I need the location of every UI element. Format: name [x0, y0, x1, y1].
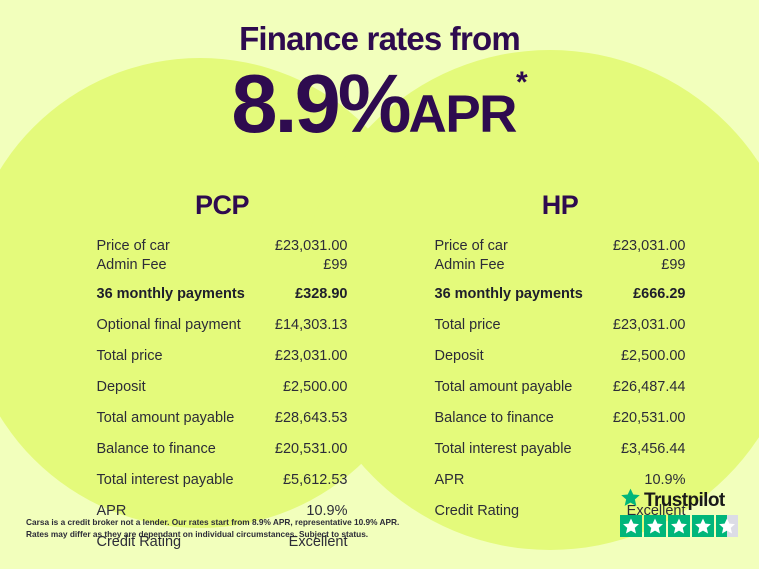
table-row: Price of car £23,031.00 [435, 237, 686, 256]
row-label: APR [434, 472, 465, 488]
row-value: £20,531.00 [274, 441, 348, 457]
rating-star-icon [620, 515, 642, 537]
row-label: Credit Rating [96, 534, 182, 550]
row-label: Total price [96, 348, 163, 364]
decorative-circle-right [300, 50, 759, 550]
row-value: £5,612.53 [282, 472, 348, 488]
rating-star-half-icon [716, 515, 738, 537]
hp-rows: Price of car £23,031.00 Admin Fee £99 36 mon… [435, 237, 686, 522]
row-value: £23,031.00 [612, 317, 686, 333]
row-value: £23,031.00 [274, 238, 348, 254]
table-row: APR 10.9% [435, 470, 686, 491]
rate-asterisk: * [515, 66, 528, 99]
row-label: Total interest payable [96, 472, 234, 488]
row-label: Deposit [434, 348, 484, 364]
row-value: Excellent [288, 534, 348, 550]
trustpilot-badge[interactable]: Trustpilot [620, 487, 742, 537]
pcp-rows: Price of car £23,031.00 Admin Fee £99 36 mon… [97, 237, 348, 553]
row-value: 10.9% [644, 472, 686, 488]
row-value: £3,456.44 [620, 441, 686, 457]
row-label: Balance to finance [96, 441, 216, 457]
trustpilot-rating-stars [620, 515, 742, 537]
row-value: £99 [323, 257, 348, 273]
table-row: Deposit £2,500.00 [435, 346, 686, 367]
trustpilot-name: Trustpilot [644, 489, 725, 511]
row-value: £28,643.53 [274, 410, 348, 426]
disclaimer-line-1: Carsa is a credit broker not a lender. O… [26, 517, 400, 527]
rating-star-icon [668, 515, 690, 537]
row-label: Total amount payable [434, 379, 573, 395]
rate-value: 8.9% [231, 57, 411, 150]
rating-star-icon [692, 515, 714, 537]
table-row: 36 monthly payments £328.90 [97, 284, 348, 305]
row-label: Optional final payment [96, 317, 241, 333]
table-row: Total price £23,031.00 [435, 315, 686, 336]
table-row: Deposit £2,500.00 [97, 377, 348, 398]
table-row: Admin Fee £99 [97, 256, 348, 275]
row-value: 10.9% [306, 503, 348, 519]
table-row: Balance to finance £20,531.00 [435, 408, 686, 429]
row-label: Admin Fee [96, 257, 167, 273]
table-row: 36 monthly payments £666.29 [435, 284, 686, 305]
page-title: Finance rates from [239, 20, 521, 57]
row-label: 36 monthly payments [96, 286, 245, 302]
row-label: Total amount payable [96, 410, 235, 426]
row-label: 36 monthly payments [434, 286, 583, 302]
row-value: £26,487.44 [612, 379, 686, 395]
row-label: Price of car [96, 238, 170, 254]
table-row: Total interest payable £5,612.53 [97, 470, 348, 491]
row-value: £99 [661, 257, 686, 273]
table-row: Total amount payable £28,643.53 [97, 408, 348, 429]
row-value: £14,303.13 [274, 317, 348, 333]
table-row: Total price £23,031.00 [97, 346, 348, 367]
table-row: Credit Rating Excellent [97, 532, 348, 553]
row-label: Total interest payable [434, 441, 572, 457]
headline-rate: 8.9%APR* [0, 62, 759, 145]
row-label: Price of car [434, 238, 508, 254]
row-value: £2,500.00 [620, 348, 686, 364]
row-label: Total price [434, 317, 501, 333]
table-row: Total interest payable £3,456.44 [435, 439, 686, 460]
row-value: £328.90 [295, 286, 348, 302]
table-row: Admin Fee £99 [435, 256, 686, 275]
column-title-pcp: PCP [194, 190, 250, 220]
table-row: Optional final payment £14,303.13 [97, 315, 348, 336]
row-value: £23,031.00 [612, 238, 686, 254]
row-label: Admin Fee [434, 257, 505, 273]
row-value: £2,500.00 [282, 379, 348, 395]
row-label: Deposit [96, 379, 146, 395]
finance-column-hp: HP Price of car £23,031.00 Admin Fee £99 36 … [410, 190, 710, 522]
column-title-hp: HP [541, 190, 579, 220]
row-label: Balance to finance [434, 410, 554, 426]
table-row: Balance to finance £20,531.00 [97, 439, 348, 460]
trustpilot-star-icon [620, 487, 641, 513]
table-row: APR 10.9% [97, 501, 348, 522]
finance-column-pcp: PCP Price of car £23,031.00 Admin Fee £99 36… [72, 190, 372, 553]
table-row: Price of car £23,031.00 [97, 237, 348, 256]
rating-star-icon [644, 515, 666, 537]
row-value: £20,531.00 [612, 410, 686, 426]
row-label: APR [96, 503, 127, 519]
row-label: Credit Rating [434, 503, 520, 519]
disclaimer-line-2: Rates may differ as they are dependant o… [26, 529, 369, 539]
legal-disclaimer: Carsa is a credit broker not a lender. O… [26, 516, 446, 540]
rate-unit: APR [408, 85, 518, 144]
row-value: £23,031.00 [274, 348, 348, 364]
row-value: £666.29 [633, 286, 686, 302]
table-row: Total amount payable £26,487.44 [435, 377, 686, 398]
trustpilot-wordmark: Trustpilot [620, 487, 742, 513]
